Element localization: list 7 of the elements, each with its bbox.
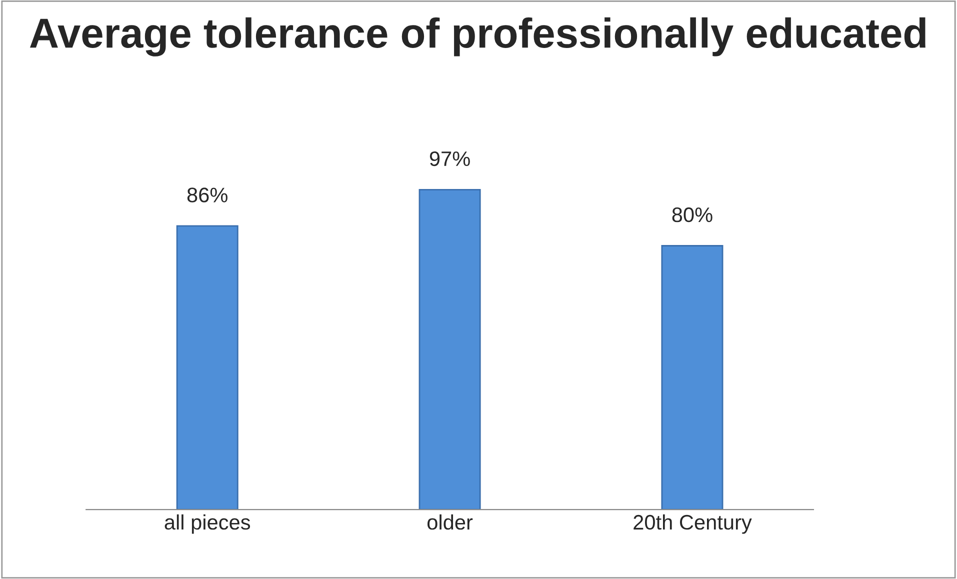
- data-label: 80%: [672, 207, 712, 222]
- x-tick-label: older: [428, 514, 473, 530]
- chart-title: Average tolerance of professionally educated: [30, 17, 926, 56]
- data-label: 86%: [187, 188, 228, 202]
- x-tick-label: 20th Century: [634, 514, 752, 534]
- x-tick-label: all pieces: [164, 514, 250, 534]
- data-label: 97%: [430, 151, 470, 166]
